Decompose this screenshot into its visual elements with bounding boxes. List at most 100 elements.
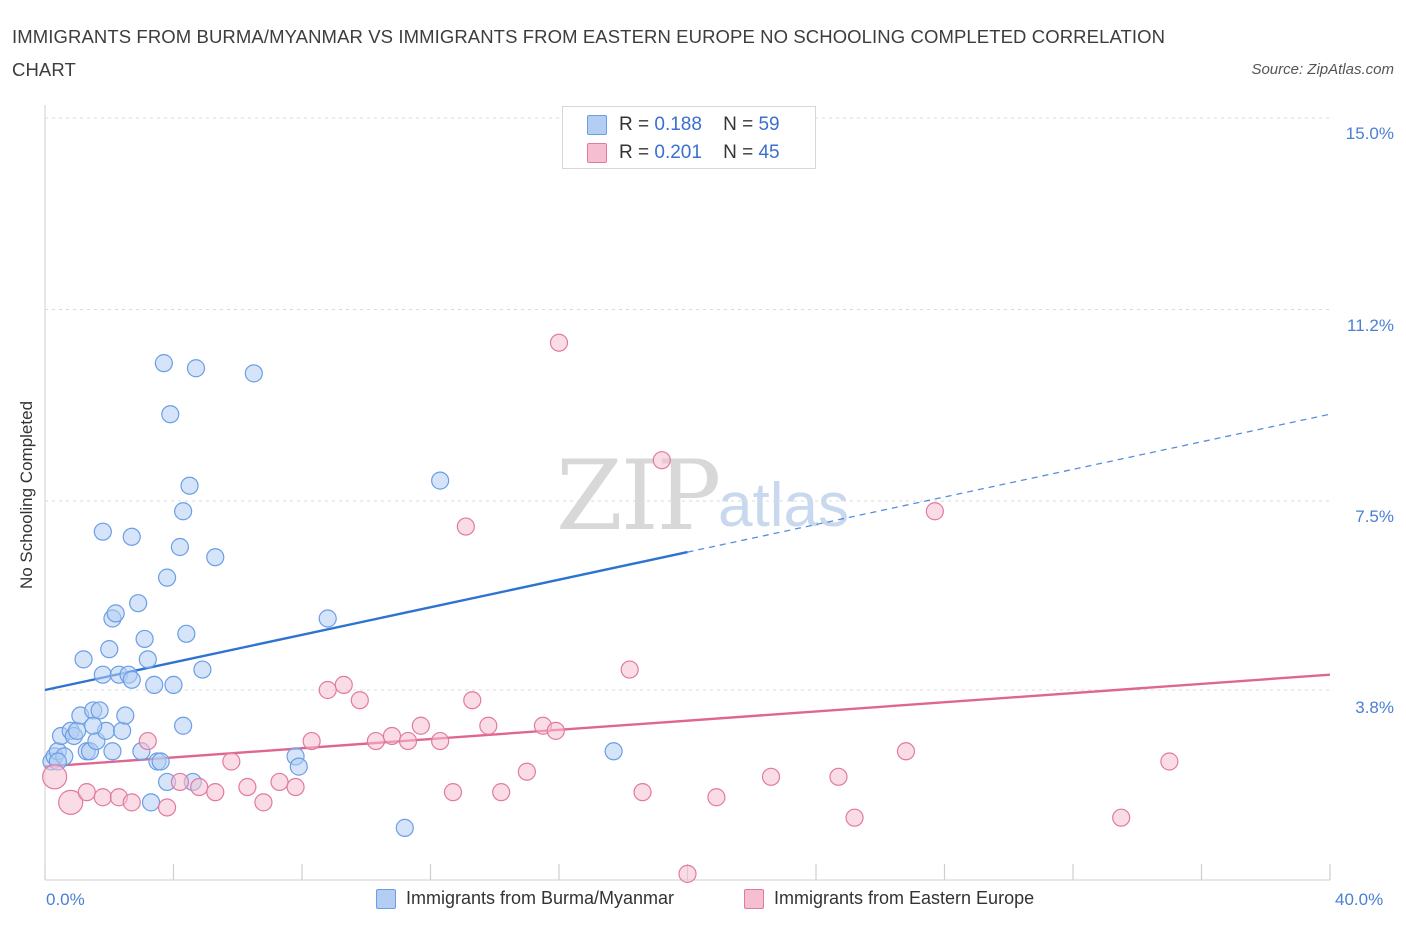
point-burma <box>186 359 206 378</box>
point-burma <box>103 742 122 761</box>
point-burma <box>116 706 135 725</box>
point-burma <box>93 665 112 684</box>
point-burma <box>431 471 450 490</box>
point-eastern-europe <box>1112 808 1131 827</box>
point-burma <box>174 716 193 735</box>
point-eastern-europe <box>302 731 321 751</box>
point-eastern-europe <box>896 742 916 761</box>
point-eastern-europe <box>286 777 305 797</box>
y-axis-label: No Schooling Completed <box>17 400 36 590</box>
point-burma <box>84 716 103 735</box>
point-eastern-europe <box>190 777 209 797</box>
point-eastern-europe <box>270 772 289 792</box>
point-eastern-europe <box>549 333 569 352</box>
point-burma <box>74 650 93 669</box>
point-eastern-europe <box>382 726 402 746</box>
point-eastern-europe <box>157 798 177 817</box>
chart-title: IMMIGRANTS FROM BURMA/MYANMAR VS IMMIGRA… <box>12 26 1166 80</box>
correlation-legend: R = 0.188 N = 59 R = 0.201 N = 45 <box>562 106 816 169</box>
point-burma <box>244 364 263 383</box>
point-eastern-europe <box>238 777 257 797</box>
r-value: 0.188 <box>654 114 702 135</box>
point-burma <box>138 650 157 669</box>
series-legend-eastern-europe: Immigrants from Eastern Europe <box>744 888 1034 909</box>
point-burma <box>174 502 193 521</box>
y-tick-label: 7.5% <box>1355 507 1394 526</box>
point-burma <box>604 742 623 761</box>
y-tick-label: 15.0% <box>1345 124 1394 143</box>
point-burma <box>93 522 112 541</box>
legend-swatch-pink <box>744 888 764 909</box>
point-eastern-europe <box>678 864 697 883</box>
legend-swatch-blue <box>587 115 607 135</box>
point-burma <box>180 476 199 495</box>
point-eastern-europe <box>517 762 536 781</box>
point-burma <box>122 527 141 546</box>
point-eastern-europe <box>443 783 463 802</box>
point-eastern-europe <box>845 808 864 827</box>
point-eastern-europe <box>138 731 157 751</box>
point-burma <box>145 675 164 694</box>
series-name: Immigrants from Eastern Europe <box>774 888 1035 908</box>
trend-line-burma-extension <box>687 413 1331 553</box>
point-burma <box>100 640 119 659</box>
point-burma <box>141 793 161 812</box>
point-burma <box>289 757 308 776</box>
watermark-atlas: atlas <box>718 471 849 540</box>
n-label: N = <box>723 114 754 135</box>
point-eastern-europe <box>58 789 84 815</box>
point-eastern-europe <box>318 680 337 700</box>
point-eastern-europe <box>170 772 190 792</box>
data-points <box>42 333 1179 883</box>
trend-lines <box>44 413 1331 768</box>
point-eastern-europe <box>492 783 511 802</box>
legend-swatch-pink <box>587 143 607 163</box>
point-burma <box>135 629 154 649</box>
point-eastern-europe <box>334 675 353 694</box>
point-eastern-europe <box>463 691 482 710</box>
point-eastern-europe <box>93 788 112 807</box>
point-eastern-europe <box>479 716 498 735</box>
legend-swatch-blue <box>376 888 396 909</box>
trend-line-eastern-europe <box>44 673 1331 768</box>
point-eastern-europe <box>829 767 848 786</box>
n-value: 59 <box>758 114 780 135</box>
point-eastern-europe <box>456 517 475 536</box>
legend-row-burma: R = 0.188 N = 59 <box>587 112 780 138</box>
point-burma <box>154 354 173 373</box>
point-burma <box>170 537 190 557</box>
point-eastern-europe <box>652 451 671 470</box>
y-tick-label: 3.8% <box>1355 698 1394 717</box>
y-tick-label: 11.2% <box>1347 316 1394 335</box>
point-eastern-europe <box>77 783 96 802</box>
point-burma <box>129 594 148 613</box>
point-eastern-europe <box>707 788 726 807</box>
point-eastern-europe <box>925 502 944 521</box>
point-burma <box>112 721 132 740</box>
x-tick-label: 40.0% <box>1335 890 1384 909</box>
point-burma <box>177 624 196 643</box>
point-burma <box>106 604 125 623</box>
point-eastern-europe <box>546 721 565 740</box>
point-eastern-europe <box>620 660 639 679</box>
point-eastern-europe <box>431 731 450 751</box>
point-burma <box>318 609 337 628</box>
point-eastern-europe <box>350 691 369 710</box>
point-burma <box>90 701 109 720</box>
legend-row-eastern-europe: R = 0.201 N = 45 <box>587 140 780 166</box>
point-burma <box>151 752 170 771</box>
gridlines <box>45 117 1330 691</box>
point-eastern-europe <box>122 793 141 812</box>
point-eastern-europe <box>761 767 781 786</box>
point-burma <box>206 548 225 567</box>
x-tick-label: 0.0% <box>46 890 85 909</box>
point-eastern-europe <box>222 752 241 771</box>
point-eastern-europe <box>206 783 225 802</box>
n-label: N = <box>723 142 754 163</box>
point-burma <box>193 660 212 679</box>
point-eastern-europe <box>366 731 385 751</box>
r-label: R = <box>619 142 650 163</box>
r-label: R = <box>619 114 650 135</box>
point-eastern-europe <box>1160 752 1179 771</box>
